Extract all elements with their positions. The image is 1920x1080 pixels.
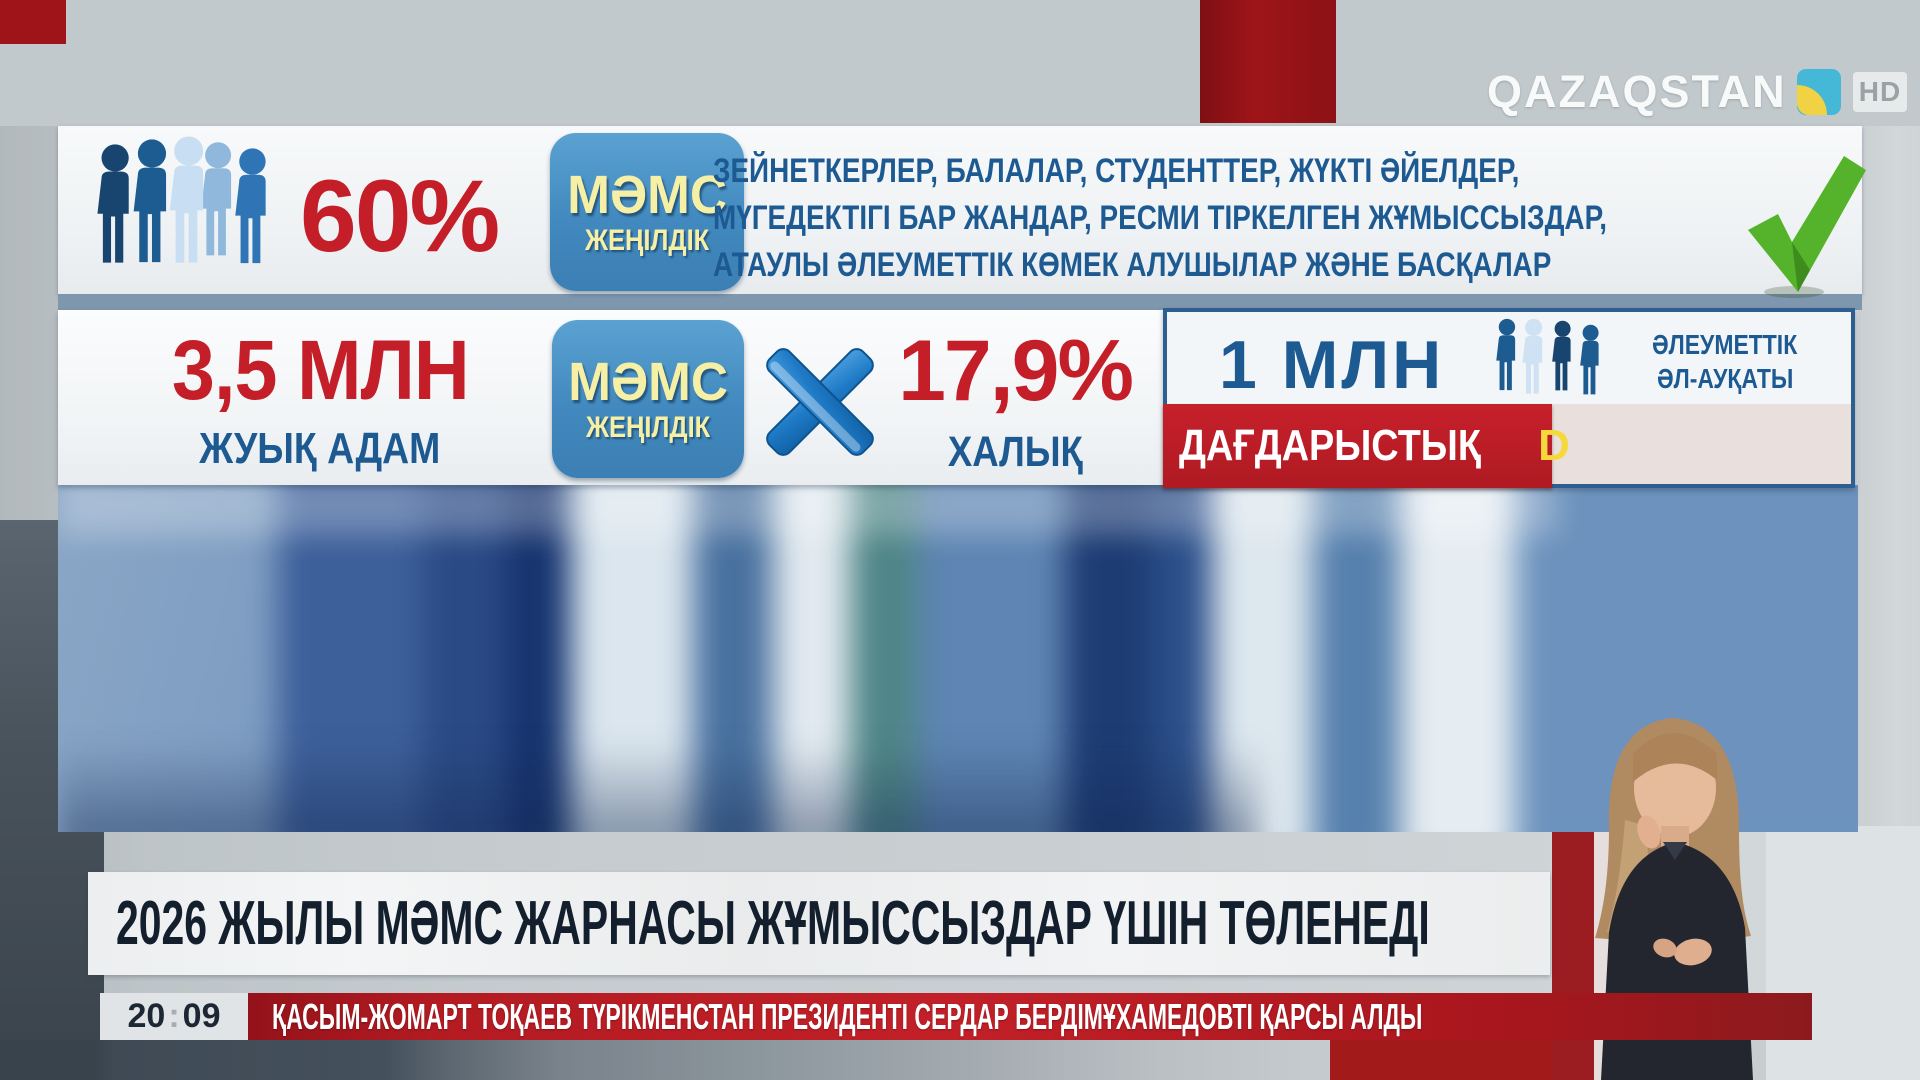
hospital-corridor-photo — [58, 485, 1858, 832]
multiply-icon — [766, 348, 874, 456]
ticker-strip: ҚАСЫМ-ЖОМАРТ ТОҚАЕВ ТҮРІКМЕНСТАН ПРЕЗИДЕ… — [248, 993, 1812, 1040]
beneficiaries-line-2: МҮГЕДЕКТІГІ БАР ЖАНДАР, РЕСМИ ТІРКЕЛГЕН … — [713, 199, 1608, 237]
mams-badge-2: МӘМС ЖЕҢІЛДІК — [552, 320, 744, 478]
corridor-ceiling-light — [58, 485, 1558, 535]
people-group-small-icon — [1496, 318, 1599, 395]
channel-logo-text: QAZAQSTAN — [1487, 66, 1787, 117]
mams-badge-2-title: МӘМС — [568, 352, 728, 412]
studio-red-corner — [0, 0, 66, 44]
bar-divider — [58, 294, 1862, 310]
check-icon — [1748, 156, 1866, 298]
clock-hours: 20 — [127, 997, 166, 1035]
crisis-ribbon-text: ДАҒДАРЫСТЫҚ — [1179, 421, 1481, 470]
population-percent-caption: ХАЛЫҚ — [947, 428, 1083, 476]
headline-banner: 2026 ЖЫЛЫ МӘМС ЖАРНАСЫ ЖҰМЫССЫЗДАР ҮШІН … — [88, 872, 1550, 975]
crisis-ribbon-suffix: D — [1538, 421, 1570, 470]
news-ticker: 20 : 09 ҚАСЫМ-ЖОМАРТ ТОҚАЕВ ТҮРІКМЕНСТАН… — [0, 993, 1812, 1040]
channel-logo: QAZAQSTAN HD — [1487, 62, 1907, 122]
social-welfare-box: 1 МЛН ӘЛЕУМЕТТІК ӘЛ-АУҚАТЫ ДАҒДАРЫСТЫҚ D — [1163, 308, 1855, 488]
mams-badge-1-title: МӘМС — [567, 165, 727, 225]
hd-badge: HD — [1853, 72, 1907, 112]
channel-logo-icon — [1796, 69, 1841, 115]
people-count-caption: ЖУЫҚ АДАМ — [199, 424, 441, 473]
clock-separator: : — [168, 997, 180, 1035]
headline-text: 2026 ЖЫЛЫ МӘМС ЖАРНАСЫ ЖҰМЫССЫЗДАР ҮШІН … — [116, 889, 1430, 958]
people-count: 3,5 МЛН — [171, 323, 470, 417]
clock-minutes: 09 — [182, 997, 221, 1035]
people-group-icon — [97, 136, 266, 264]
beneficiaries-line-1: ЗЕЙНЕТКЕРЛЕР, БАЛАЛАР, СТУДЕНТТЕР, ЖҮКТІ… — [713, 152, 1520, 190]
info-bar-beneficiaries — [58, 126, 1862, 294]
mams-badge-1-subtitle: ЖЕҢІЛДІК — [584, 224, 710, 257]
social-box-label: ӘЛЕУМЕТТІК ӘЛ-АУҚАТЫ — [1652, 329, 1798, 394]
beneficiaries-line-3: АТАУЛЫ ӘЛЕУМЕТТІК КӨМЕК АЛУШЫЛАР ЖӘНЕ БА… — [713, 246, 1552, 284]
mams-badge-2-subtitle: ЖЕҢІЛДІК — [585, 411, 711, 444]
ticker-headline: ҚАСЫМ-ЖОМАРТ ТОҚАЕВ ТҮРІКМЕНСТАН ПРЕЗИДЕ… — [272, 995, 1423, 1037]
studio-red-stripe — [1200, 0, 1336, 123]
crisis-ribbon: ДАҒДАРЫСТЫҚ D — [1163, 404, 1570, 488]
social-box-count: 1 МЛН — [1219, 327, 1445, 403]
mams-badge-1: МӘМС ЖЕҢІЛДІК — [550, 133, 744, 291]
clock: 20 : 09 — [100, 993, 248, 1040]
beneficiaries-list: ЗЕЙНЕТКЕРЛЕР, БАЛАЛАР, СТУДЕНТТЕР, ЖҮКТІ… — [713, 148, 1773, 289]
population-percent: 17,9% — [898, 323, 1134, 419]
corridor-floor-shadow — [58, 742, 1258, 832]
discount-percent: 60% — [300, 159, 500, 273]
